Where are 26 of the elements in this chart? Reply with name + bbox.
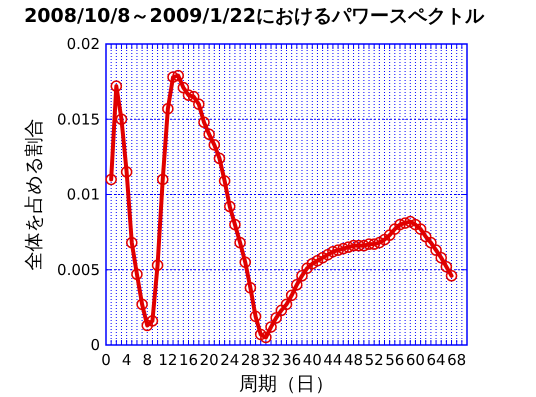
y-tick-label: 0.02 bbox=[66, 35, 100, 53]
y-tick-label: 0.015 bbox=[57, 110, 100, 128]
x-tick-label: 28 bbox=[240, 351, 260, 369]
x-tick-label: 52 bbox=[364, 351, 384, 369]
x-tick-label: 0 bbox=[101, 351, 111, 369]
x-tick-label: 48 bbox=[344, 351, 364, 369]
x-tick-label: 4 bbox=[122, 351, 132, 369]
x-axis-title: 周期（日） bbox=[239, 373, 334, 395]
x-tick-label: 12 bbox=[158, 351, 178, 369]
x-tick-label: 20 bbox=[200, 351, 219, 369]
y-axis-title: 全体を占める割合 bbox=[23, 118, 45, 270]
x-tick-label: 40 bbox=[302, 351, 322, 369]
y-tick-label: 0.01 bbox=[66, 186, 100, 204]
x-tick-label: 8 bbox=[142, 351, 152, 369]
x-tick-label: 64 bbox=[426, 351, 446, 369]
chart-title: 2008/10/8～2009/1/22におけるパワースペクトル bbox=[24, 5, 485, 27]
x-tick-label: 24 bbox=[220, 351, 240, 369]
x-tick-label: 56 bbox=[385, 351, 404, 369]
x-tick-label: 32 bbox=[261, 351, 281, 369]
y-tick-label: 0 bbox=[90, 336, 100, 354]
x-tick-label: 16 bbox=[178, 351, 198, 369]
y-tick-label: 0.005 bbox=[57, 260, 100, 279]
x-tick-label: 44 bbox=[323, 351, 342, 369]
x-tick-label: 36 bbox=[282, 351, 302, 369]
x-tick-label: 68 bbox=[447, 351, 466, 369]
x-tick-label: 60 bbox=[406, 351, 425, 369]
